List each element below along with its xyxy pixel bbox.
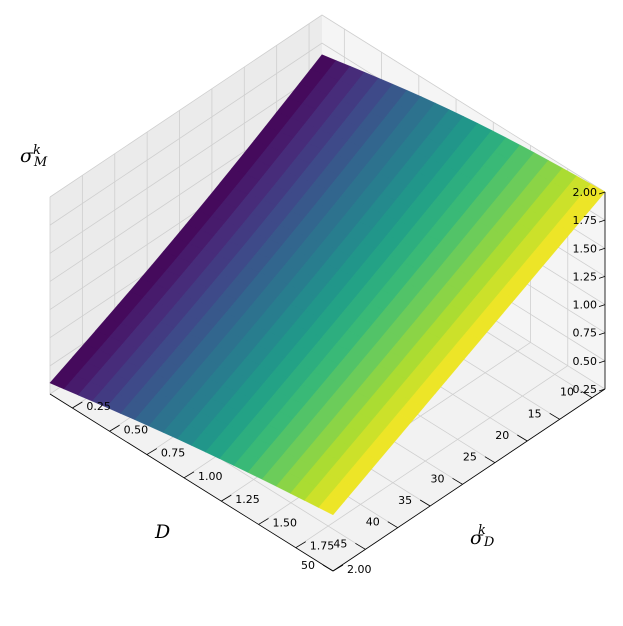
sigma-m-axis-tick bbox=[598, 191, 606, 195]
d-axis-tick bbox=[484, 456, 496, 464]
sigma-m-axis-tick bbox=[598, 388, 606, 392]
z-axis-label: σk M bbox=[20, 143, 48, 170]
sigma-m-tick-label: 2.00 bbox=[573, 186, 598, 199]
d-tick-label: 20 bbox=[495, 429, 509, 442]
sigma-m-axis-tick bbox=[598, 304, 606, 307]
sigma-d-tick-label: 0.50 bbox=[124, 423, 149, 436]
sigma-d-axis-tick bbox=[72, 401, 83, 409]
sigma-d-axis-tick bbox=[221, 494, 232, 502]
sigma-d-axis-label: σk D bbox=[470, 523, 495, 550]
sigma-d-tick-label: 1.50 bbox=[273, 516, 298, 529]
d-tick-label: 45 bbox=[333, 537, 347, 550]
tick-labels: 10 15 20 25 30 35 40 45 50 0.25 0.50 0.75 1.00 1.25 1.… bbox=[86, 186, 597, 576]
sigma-d-tick-label: 2.00 bbox=[347, 563, 372, 576]
left-back-pane bbox=[50, 15, 322, 394]
d-axis-tick bbox=[387, 521, 398, 529]
sigma-m-tick-label: 1.75 bbox=[573, 214, 598, 227]
sigma-d-axis-tick bbox=[109, 424, 120, 432]
sigma-d-tick-label: 0.75 bbox=[161, 447, 186, 460]
sigma-d-tick-label: 1.00 bbox=[198, 470, 223, 483]
sigma-m-axis-tick bbox=[598, 219, 606, 223]
d-axis-tick bbox=[355, 542, 366, 550]
d-tick-label: 30 bbox=[431, 472, 445, 485]
sigma-m-tick-label: 1.25 bbox=[573, 270, 598, 283]
sigma-d-axis-tick bbox=[183, 471, 195, 479]
sigma-m-tick-label: 0.75 bbox=[573, 327, 598, 340]
d-axis-tick bbox=[452, 477, 463, 485]
d-axis-label: D bbox=[154, 521, 170, 543]
d-axis-tick bbox=[419, 499, 431, 507]
d-axis-tick bbox=[549, 412, 560, 420]
sigma-m-axis-tick bbox=[598, 332, 606, 336]
d-tick-label: 40 bbox=[366, 516, 380, 529]
sigma-m-axis-tick bbox=[598, 360, 606, 364]
d-tick-label: 10 bbox=[560, 386, 574, 399]
surface-face bbox=[318, 493, 345, 516]
d-axis-tick bbox=[322, 564, 334, 572]
grid-line-sigma-m bbox=[49, 14, 606, 198]
sigma-d-axis-tick bbox=[258, 518, 269, 525]
sigma-m-tick-label: 0.50 bbox=[573, 355, 598, 368]
sigma-d-tick-label: 1.75 bbox=[310, 540, 335, 553]
sigma-d-axis-tick bbox=[332, 564, 344, 572]
sigma-d-tick-label: 0.25 bbox=[86, 400, 111, 413]
sigma-m-axis-tick bbox=[598, 276, 606, 279]
sigma-d-axis-line bbox=[49, 393, 334, 572]
d-tick-label: 15 bbox=[528, 407, 542, 420]
sigma-d-axis-tick bbox=[295, 541, 306, 549]
sigma-d-tick-label: 1.25 bbox=[235, 493, 260, 506]
d-axis-tick bbox=[581, 391, 593, 399]
sigma-m-tick-label: 1.50 bbox=[573, 242, 598, 255]
d-tick-label: 35 bbox=[398, 494, 412, 507]
sigma-m-axis-tick bbox=[598, 247, 606, 251]
d-axis-tick bbox=[517, 434, 528, 442]
sigma-d-axis-tick bbox=[146, 448, 158, 455]
surface-mesh bbox=[49, 54, 606, 516]
tick-marks bbox=[72, 191, 606, 572]
d-tick-label: 50 bbox=[301, 559, 315, 572]
d-tick-label: 25 bbox=[463, 451, 477, 464]
sigma-m-tick-label: 0.25 bbox=[573, 383, 598, 396]
sigma-m-tick-label: 1.00 bbox=[573, 299, 598, 312]
